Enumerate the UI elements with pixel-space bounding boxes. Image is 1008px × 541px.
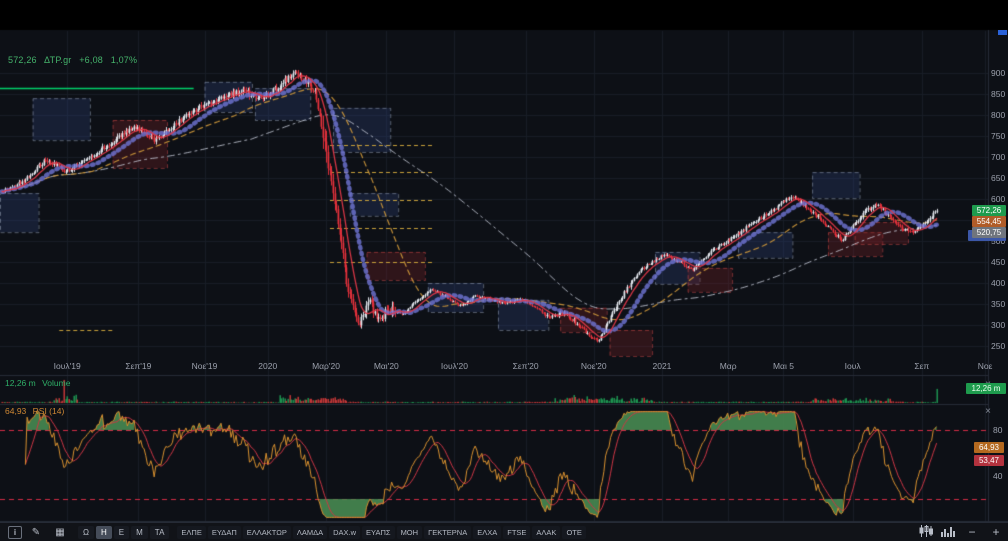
timeframe-button-Ω[interactable]: Ω xyxy=(78,525,94,539)
price-tick-900: 900 xyxy=(991,68,1006,78)
symbol-shortcut-group: ΕΛΠΕ ΕΥΔΑΠ ΕΛΛΑΚΤΩΡ ΛΑΜΔΑ DAX.w ΕΥΑΠΣ ΜΟΗ ΓΕΚΤΕ… xyxy=(175,525,586,539)
symbol-button-FTSE[interactable]: FTSE xyxy=(503,525,531,539)
time-tick: Ιουλ'20 xyxy=(440,361,468,371)
price-tick-800: 800 xyxy=(991,110,1006,120)
volume-histogram-icon[interactable] xyxy=(940,525,956,540)
symbol-legend: 572,26 ΔΤΡ.gr +6,08 1,07% xyxy=(8,55,142,65)
rsi-tick-40: 40 xyxy=(993,471,1003,481)
volume-axis-label: 12,26 m xyxy=(966,383,1006,394)
timeframe-button-ΤΑ[interactable]: ΤΑ xyxy=(149,525,170,539)
last-price-label: 572,26 xyxy=(972,205,1006,216)
price-tick-850: 850 xyxy=(991,89,1006,99)
ma-price-label: 554,45 xyxy=(972,216,1006,227)
zoom-in-button[interactable]: + xyxy=(992,525,1000,539)
symbol-button-ΕΥΑΠΣ[interactable]: ΕΥΑΠΣ xyxy=(362,525,395,539)
price-tick-250: 250 xyxy=(991,341,1006,351)
rsi-current-label: 64,93 xyxy=(974,442,1004,453)
rsi-signal-label: 53,47 xyxy=(974,455,1004,466)
time-tick: Ιουλ xyxy=(844,361,861,371)
legend-last-price: 572,26 xyxy=(8,55,37,65)
candlestick-style-icon[interactable] xyxy=(918,524,934,540)
time-tick: Μαι 5 xyxy=(772,361,794,371)
watchlist-grid-icon[interactable]: ▦ xyxy=(55,526,65,538)
time-tick: 2021 xyxy=(652,361,672,371)
rsi-value: 64,93 xyxy=(5,406,27,416)
time-tick: Νοε xyxy=(977,361,993,371)
legend-change-pct: 1,07% xyxy=(110,55,138,65)
time-tick: Ιουλ'19 xyxy=(53,361,81,371)
band-price-label: 520,75 xyxy=(972,227,1006,238)
timeframe-button-Μ[interactable]: Μ xyxy=(131,525,148,539)
price-tick-750: 750 xyxy=(991,131,1006,141)
price-tick-500: 500 xyxy=(991,236,1006,246)
symbol-button-DAX.w[interactable]: DAX.w xyxy=(329,525,361,539)
rsi-pane-close-icon[interactable]: × xyxy=(985,406,991,417)
rsi-label: RSI (14) xyxy=(32,406,65,416)
timeframe-button-Η[interactable]: Η xyxy=(95,525,112,539)
time-tick: Σεπ'19 xyxy=(125,361,152,371)
zoom-out-button[interactable]: − xyxy=(968,525,976,539)
time-tick: Μαι'20 xyxy=(373,361,399,371)
price-tick-700: 700 xyxy=(991,152,1006,162)
price-tick-650: 650 xyxy=(991,173,1006,183)
symbol-button-ΕΛΠΕ[interactable]: ΕΛΠΕ xyxy=(177,525,206,539)
time-tick: Νοε'19 xyxy=(191,361,218,371)
volume-label: Volume xyxy=(42,378,71,388)
symbol-button-ΕΥΔΑΠ[interactable]: ΕΥΔΑΠ xyxy=(207,525,241,539)
draw-tool-icon[interactable]: ✎ xyxy=(31,526,41,538)
symbol-button-ΛΑΜΔΑ[interactable]: ΛΑΜΔΑ xyxy=(292,525,328,539)
time-tick: Σεπ xyxy=(914,361,930,371)
info-icon[interactable]: i xyxy=(8,525,22,539)
time-tick: Μαρ'20 xyxy=(312,361,340,371)
timeframe-button-Ε[interactable]: Ε xyxy=(113,525,130,539)
symbol-button-ΑΛΑΚ[interactable]: ΑΛΑΚ xyxy=(532,525,561,539)
time-tick: Σεπ'20 xyxy=(512,361,539,371)
rsi-legend: 64,93 RSI (14) xyxy=(5,406,68,416)
rsi-tick-80: 80 xyxy=(993,425,1003,435)
legend-symbol: ΔΤΡ.gr xyxy=(43,55,72,65)
symbol-button-ΜΟΗ[interactable]: ΜΟΗ xyxy=(396,525,423,539)
price-tick-600: 600 xyxy=(991,194,1006,204)
time-tick: Νοε'20 xyxy=(580,361,607,371)
price-tick-400: 400 xyxy=(991,278,1006,288)
symbol-button-ΕΛΛΑΚΤΩΡ[interactable]: ΕΛΛΑΚΤΩΡ xyxy=(242,525,291,539)
volume-value: 12,26 m xyxy=(5,378,36,388)
symbol-button-ΟΤΕ[interactable]: ΟΤΕ xyxy=(562,525,586,539)
price-tick-300: 300 xyxy=(991,320,1006,330)
volume-legend: 12,26 m Volume xyxy=(5,378,74,388)
time-tick: Μαρ xyxy=(719,361,737,371)
price-tick-450: 450 xyxy=(991,257,1006,267)
symbol-button-ΕΛΧΑ[interactable]: ΕΛΧΑ xyxy=(473,525,502,539)
symbol-button-ΓΕΚΤΕΡΝΑ[interactable]: ΓΕΚΤΕΡΝΑ xyxy=(424,525,472,539)
realtime-marker[interactable] xyxy=(998,30,1007,35)
chart-controls-group: − + xyxy=(912,524,1004,540)
price-tick-350: 350 xyxy=(991,299,1006,309)
bottom-toolbar: i ✎ ▦ Ω Η Ε Μ ΤΑ ΕΛΠΕ ΕΥΔΑΠ ΕΛΛΑΚΤΩΡ ΛΑΜΔΑ DAX.w… xyxy=(0,522,1008,541)
legend-change: +6,08 xyxy=(79,55,103,65)
timeframe-group: Ω Η Ε Μ ΤΑ xyxy=(76,525,170,539)
time-tick: 2020 xyxy=(258,361,278,371)
